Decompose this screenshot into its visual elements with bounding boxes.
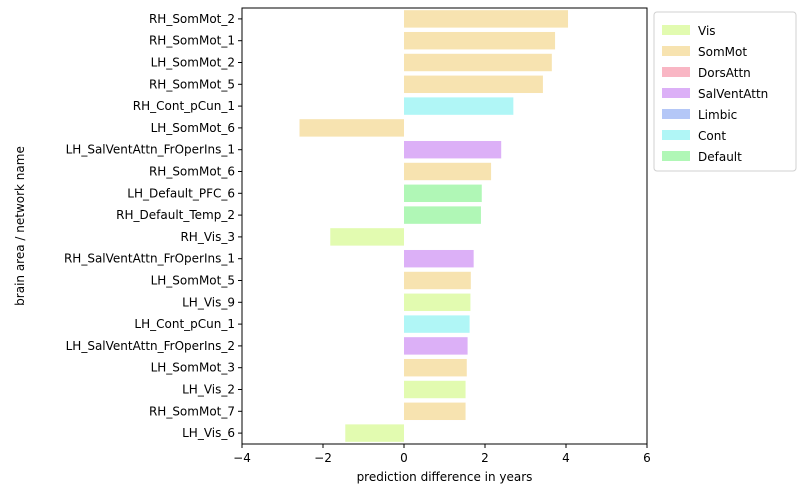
legend-swatch-Cont [662,130,690,140]
bar-RH_SalVentAttn_FrOperIns_1 [404,249,474,268]
x-axis-ticks: −4 −2 0 2 4 6 [233,444,651,465]
x-tick-label: 0 [400,451,408,465]
y-tick-label: RH_Default_Temp_2 [116,208,235,222]
bar-LH_Cont_pCun_1 [404,315,470,333]
bar-RH_Vis_3 [330,228,404,246]
bar-RH_SomMot_7 [404,402,466,421]
bars-group [299,10,569,442]
x-tick-label: 4 [562,451,570,465]
bar-LH_SalVentAttn_FrOperIns_1 [404,140,502,159]
y-tick-label: LH_Default_PFC_6 [127,186,235,200]
legend-swatch-DorsAttn [662,67,690,77]
bar-RH_SomMot_6 [404,162,492,181]
y-tick-label: RH_Cont_pCun_1 [133,99,235,113]
bar-RH_SomMot_5 [404,75,543,94]
y-tick-label: RH_SomMot_1 [149,34,235,48]
y-tick-label: LH_Cont_pCun_1 [134,317,235,331]
y-tick-label: RH_SomMot_2 [149,12,235,26]
x-tick-label: −2 [314,451,332,465]
bar-LH_Vis_2 [404,380,466,399]
y-tick-label: LH_Vis_6 [182,426,235,440]
legend-swatch-SalVentAttn [662,88,690,98]
y-tick-label: RH_SomMot_5 [149,77,235,91]
y-tick-label: LH_SalVentAttn_FrOperIns_1 [66,143,235,157]
x-axis-label: prediction difference in years [357,470,533,484]
bar-LH_SomMot_5 [404,271,471,290]
y-tick-label: LH_SomMot_5 [151,274,235,288]
bar-LH_SalVentAttn_FrOperIns_2 [404,337,468,355]
bar-RH_SomMot_1 [404,31,556,50]
y-tick-label: RH_Vis_3 [180,230,235,244]
bar-LH_Vis_9 [404,293,471,312]
y-tick-label: RH_SomMot_7 [149,404,235,418]
x-tick-label: 2 [481,451,489,465]
bar-LH_Default_PFC_6 [404,184,482,203]
legend-swatch-Vis [662,25,690,35]
y-axis-label: brain area / network name [13,146,27,306]
legend-label-DorsAttn: DorsAttn [698,66,751,80]
legend-label-Default: Default [698,150,742,164]
bar-RH_Default_Temp_2 [404,206,481,224]
legend-swatch-Default [662,151,690,161]
y-tick-label: LH_SomMot_3 [151,361,235,375]
bar-LH_Vis_6 [345,424,404,442]
legend: Vis SomMot DorsAttn SalVentAttn Limbic Cont De… [653,11,797,172]
bar-LH_SomMot_6 [299,119,404,137]
legend-swatch-Limbic [662,109,690,119]
bar-RH_SomMot_2 [404,10,569,28]
y-tick-label: LH_SalVentAttn_FrOperIns_2 [66,339,235,353]
y-tick-label: LH_SomMot_2 [151,56,235,70]
y-tick-label: RH_SalVentAttn_FrOperIns_1 [64,252,235,266]
plot-frame [241,7,648,445]
bar-LH_SomMot_2 [404,53,552,72]
legend-label-SalVentAttn: SalVentAttn [698,87,768,101]
y-tick-label: LH_SomMot_6 [151,121,235,135]
legend-label-Limbic: Limbic [698,108,737,122]
legend-swatch-SomMot [662,46,690,56]
y-axis-ticks: RH_SomMot_2 RH_SomMot_1 LH_SomMot_2 RH_SomM… [64,12,242,440]
x-tick-label: 6 [643,451,651,465]
y-tick-label: LH_Vis_9 [182,295,235,309]
y-tick-label: RH_SomMot_6 [149,165,235,179]
legend-label-SomMot: SomMot [698,45,747,59]
legend-label-Cont: Cont [698,129,726,143]
y-tick-label: LH_Vis_2 [182,383,235,397]
bar-RH_Cont_pCun_1 [404,97,514,115]
legend-label-Vis: Vis [698,24,716,38]
bar-LH_SomMot_3 [404,358,467,377]
x-tick-label: −4 [233,451,251,465]
